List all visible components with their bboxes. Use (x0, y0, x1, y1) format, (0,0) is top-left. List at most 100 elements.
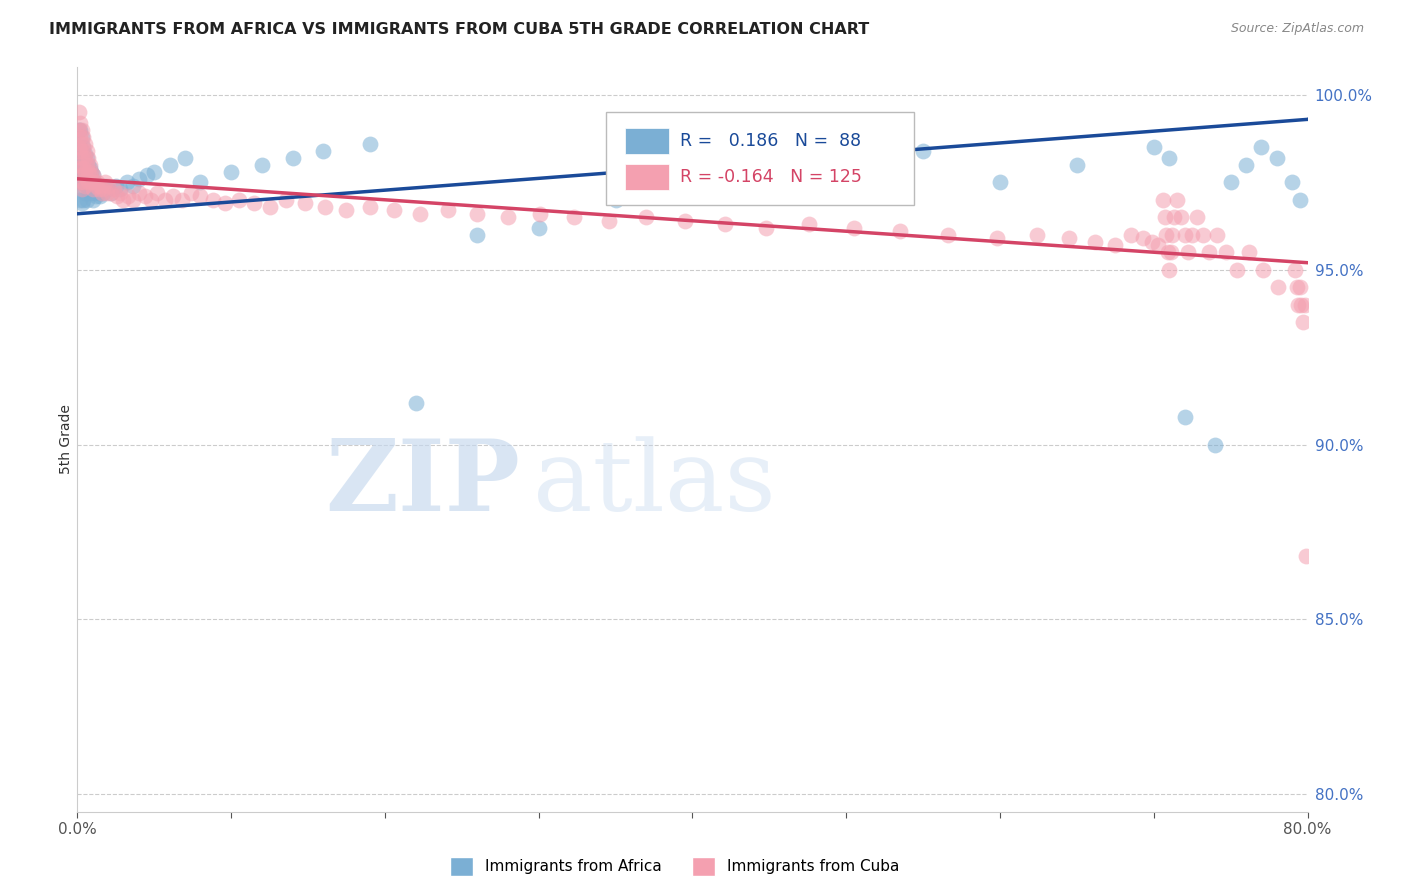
Point (842, 220, 865, 235)
FancyBboxPatch shape (606, 112, 914, 204)
Point (1205, 227, 1227, 242)
Point (70, 158, 93, 172)
Point (1084, 235, 1107, 249)
Point (72, 165, 94, 179)
Point (104, 178, 127, 193)
Point (69, 175, 91, 189)
Point (1192, 227, 1215, 242)
Point (465, 227, 488, 242)
Point (76, 178, 98, 193)
Point (162, 189, 184, 203)
Point (409, 207, 432, 221)
Point (90, 182, 114, 196)
Point (70, 169, 93, 183)
Point (1119, 227, 1142, 242)
Point (77, 158, 100, 172)
Point (82, 169, 104, 183)
Point (1166, 193, 1188, 207)
Point (86, 175, 108, 189)
Point (1204, 437, 1226, 451)
Point (986, 231, 1008, 245)
Point (146, 186, 169, 200)
Point (77, 175, 100, 189)
Point (79, 175, 101, 189)
Point (1281, 175, 1303, 189)
Point (1289, 280, 1312, 294)
Point (135, 169, 157, 183)
Point (1156, 245, 1178, 260)
Point (97, 182, 120, 196)
Point (93, 186, 115, 200)
Point (112, 193, 135, 207)
Point (174, 151, 197, 165)
Point (82, 182, 104, 196)
Point (97, 178, 120, 193)
Point (77, 165, 100, 179)
Point (682, 175, 704, 189)
Point (121, 193, 143, 207)
Point (82, 193, 104, 207)
Point (67, 140, 90, 154)
Point (1026, 227, 1049, 242)
Point (228, 193, 250, 207)
Point (70, 182, 93, 196)
Point (76, 158, 98, 172)
Point (1163, 211, 1185, 225)
Point (188, 189, 212, 203)
Point (1154, 227, 1177, 242)
Point (1284, 262, 1306, 277)
Point (141, 193, 163, 207)
Point (67, 165, 90, 179)
Point (72, 175, 94, 189)
Point (1143, 140, 1166, 154)
Text: atlas: atlas (533, 436, 775, 532)
Point (1251, 262, 1274, 277)
Point (82, 169, 104, 183)
Point (1234, 158, 1257, 172)
Point (115, 175, 138, 189)
Point (1057, 231, 1080, 245)
Point (87, 182, 110, 196)
Point (912, 144, 935, 158)
Point (72, 129, 94, 144)
Point (799, 217, 821, 231)
Point (83, 186, 105, 200)
Point (110, 182, 132, 196)
Point (80, 165, 103, 179)
Point (79, 169, 101, 183)
Point (335, 203, 357, 218)
Point (180, 186, 202, 200)
Point (94, 178, 117, 193)
Point (67, 123, 90, 137)
Point (103, 182, 125, 196)
Point (70, 129, 93, 144)
Point (1159, 151, 1181, 165)
Point (1226, 262, 1249, 277)
Point (67, 175, 90, 189)
Point (250, 158, 273, 172)
Point (77, 182, 100, 196)
Point (1161, 227, 1184, 242)
Point (1291, 298, 1313, 312)
Point (110, 186, 132, 200)
Point (77, 169, 100, 183)
Point (73, 178, 96, 193)
Point (76, 171, 98, 186)
Point (121, 178, 143, 193)
Point (69, 144, 91, 158)
Point (67, 105, 90, 120)
Point (80, 165, 103, 179)
Point (76, 165, 98, 179)
Point (562, 211, 585, 225)
Point (1237, 245, 1260, 260)
Point (1132, 231, 1154, 245)
Point (1250, 140, 1272, 154)
Point (1159, 262, 1181, 277)
Point (312, 144, 335, 158)
Point (359, 200, 381, 214)
Point (636, 211, 658, 225)
Point (72, 193, 94, 207)
Point (73, 161, 96, 176)
Point (128, 186, 150, 200)
FancyBboxPatch shape (624, 128, 669, 154)
